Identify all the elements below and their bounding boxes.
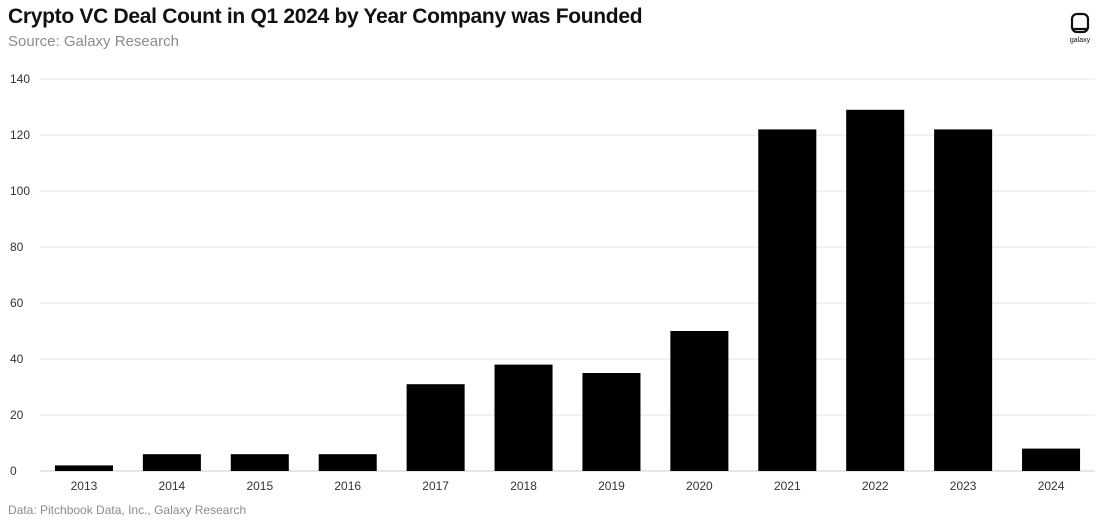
- x-tick-label: 2013: [71, 479, 98, 493]
- chart-title: Crypto VC Deal Count in Q1 2024 by Year …: [8, 5, 643, 28]
- bar-2019: [582, 373, 641, 471]
- x-tick-label: 2019: [598, 479, 625, 493]
- bars: [54, 109, 1081, 472]
- x-tick-label: 2024: [1038, 479, 1065, 493]
- bar-2023: [934, 129, 993, 471]
- x-tick-label: 2023: [950, 479, 977, 493]
- bar-2015: [230, 454, 289, 471]
- y-tick-label: 40: [10, 352, 24, 366]
- x-tick-label: 2018: [510, 479, 537, 493]
- logo-text: galaxy: [1069, 37, 1091, 44]
- x-tick-label: 2016: [334, 479, 361, 493]
- y-tick-label: 80: [10, 240, 24, 254]
- bar-2017: [406, 384, 465, 471]
- bar-2022: [846, 109, 905, 472]
- galaxy-logo: galaxy: [1062, 12, 1098, 48]
- y-tick-label: 60: [10, 296, 24, 310]
- bar-2024: [1022, 448, 1081, 471]
- data-source-footer: Data: Pitchbook Data, Inc., Galaxy Resea…: [8, 503, 247, 517]
- bar-2014: [142, 454, 201, 471]
- y-tick-label: 20: [10, 408, 24, 422]
- bar-2013: [54, 465, 113, 471]
- x-tick-label: 2017: [422, 479, 449, 493]
- x-tick-label: 2015: [246, 479, 273, 493]
- x-tick-label: 2022: [862, 479, 889, 493]
- grid-lines: [40, 78, 1095, 472]
- galaxy-logo-icon: [1070, 12, 1090, 34]
- bar-2021: [758, 129, 817, 471]
- y-tick-label: 120: [10, 128, 30, 142]
- y-tick-label: 140: [10, 72, 30, 86]
- x-tick-label: 2014: [159, 479, 186, 493]
- y-axis-ticks: 0 20 40 60 80 100 120 140: [10, 72, 30, 478]
- bar-2020: [670, 331, 729, 471]
- bar-2016: [318, 454, 377, 471]
- x-tick-label: 2020: [686, 479, 713, 493]
- x-axis-ticks: 2013 2014 2015 2016 2017 2018 2019 2020 2021 2022…: [71, 479, 1065, 493]
- bar-2018: [494, 364, 553, 471]
- chart-subtitle: Source: Galaxy Research: [8, 33, 179, 50]
- x-tick-label: 2021: [774, 479, 801, 493]
- y-tick-label: 100: [10, 184, 30, 198]
- y-tick-label: 0: [10, 464, 17, 478]
